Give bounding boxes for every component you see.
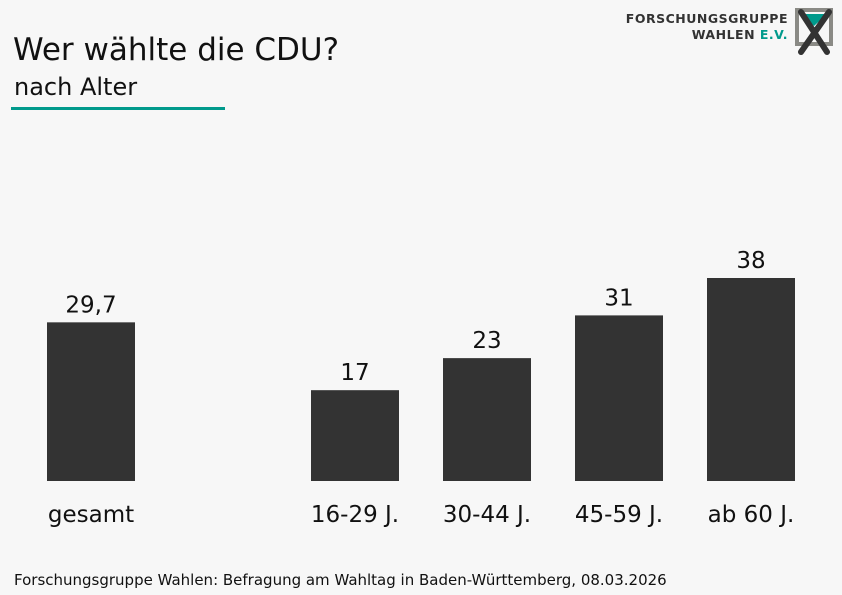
bar-1	[311, 390, 399, 481]
category-label: 45-59 J.	[575, 502, 663, 528]
logo-text: FORSCHUNGSGRUPPE WAHLEN E.V.	[626, 11, 788, 43]
value-label: 29,7	[65, 292, 116, 318]
value-label: 17	[340, 360, 369, 386]
value-label: 31	[604, 285, 633, 311]
category-label: ab 60 J.	[708, 502, 795, 528]
value-label: 38	[736, 248, 765, 274]
logo-icon	[795, 8, 833, 55]
category-label: 30-44 J.	[443, 502, 531, 528]
logo-line1: FORSCHUNGSGRUPPE	[625, 11, 788, 26]
bar-4	[707, 278, 795, 481]
source-footer: Forschungsgruppe Wahlen: Befragung am Wa…	[14, 571, 667, 589]
title-underline	[11, 107, 225, 110]
value-label: 23	[472, 328, 501, 354]
category-label: 16-29 J.	[311, 502, 399, 528]
logo-ev: E.V.	[759, 27, 788, 42]
bar-0	[47, 322, 135, 481]
category-label: gesamt	[48, 502, 134, 528]
bar-3	[575, 315, 663, 481]
page-subtitle: nach Alter	[14, 73, 138, 101]
page-title: Wer wählte die CDU?	[13, 32, 340, 68]
bar-2	[443, 358, 531, 481]
logo-line2: WAHLEN	[691, 27, 756, 42]
